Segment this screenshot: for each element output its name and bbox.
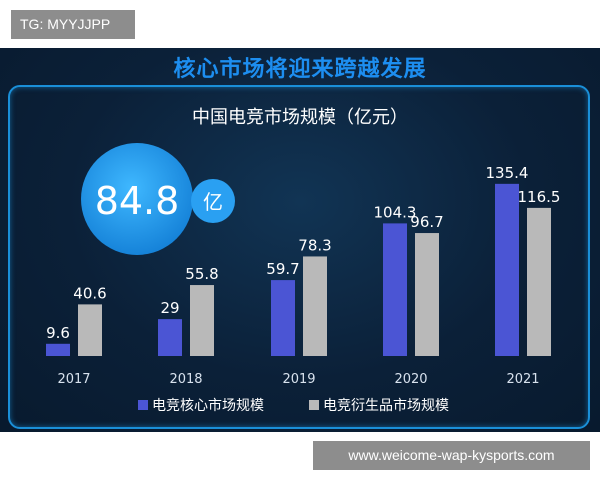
data-label-core-2017: 9.6 [46,324,70,342]
data-label-core-2019: 59.7 [266,260,299,278]
legend-swatch-0 [138,400,148,410]
bar-derivative-2020 [415,233,439,356]
data-label-derivative-2019: 78.3 [298,236,331,254]
bar-derivative-2017 [78,304,102,356]
highlight-bubble: 84.8 亿 [81,143,235,255]
x-tick-label-2019: 2019 [282,372,315,387]
bar-derivative-2019 [303,256,327,356]
x-tick-label-2021: 2021 [506,372,539,387]
data-label-core-2020: 104.3 [374,203,417,221]
bottom-watermark: www.weicome-wap-kysports.com [313,441,590,470]
data-label-derivative-2017: 40.6 [73,284,106,302]
header-title: 核心市场将迎来跨越发展 [173,57,427,82]
data-label-core-2021: 135.4 [486,164,529,182]
bar-core-2017 [46,343,70,356]
highlight-value: 84.8 [95,179,180,223]
data-label-derivative-2018: 55.8 [185,265,218,283]
legend-label-0: 电竞核心市场规模 [152,397,264,414]
x-tick-label-2017: 2017 [57,372,90,387]
bar-derivative-2021 [527,207,551,356]
bar-derivative-2018 [190,285,214,356]
data-label-core-2018: 29 [160,299,179,317]
top-tag: TG: MYYJJPP [11,10,135,39]
chart-title: 中国电竞市场规模（亿元） [192,107,408,128]
legend-label-1: 电竞衍生品市场规模 [323,397,449,414]
data-label-derivative-2020: 96.7 [410,213,443,231]
bar-core-2021 [495,183,519,356]
chart-panel [8,85,590,429]
x-tick-label-2020: 2020 [394,372,427,387]
highlight-circle-large [81,143,193,255]
data-label-derivative-2021: 116.5 [518,188,561,206]
legend-swatch-1 [309,400,319,410]
bar-core-2019 [271,280,295,356]
highlight-circle-small [191,179,235,223]
bar-core-2020 [383,223,407,356]
bar-core-2018 [158,319,182,356]
highlight-unit: 亿 [203,190,223,214]
x-tick-label-2018: 2018 [169,372,202,387]
